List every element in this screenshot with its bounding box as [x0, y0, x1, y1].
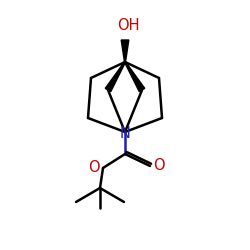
Text: O: O	[153, 158, 165, 172]
Polygon shape	[121, 40, 129, 62]
Text: OH: OH	[117, 18, 139, 32]
Polygon shape	[124, 62, 145, 92]
Polygon shape	[105, 62, 126, 92]
Text: N: N	[120, 126, 130, 142]
Text: O: O	[88, 160, 100, 174]
